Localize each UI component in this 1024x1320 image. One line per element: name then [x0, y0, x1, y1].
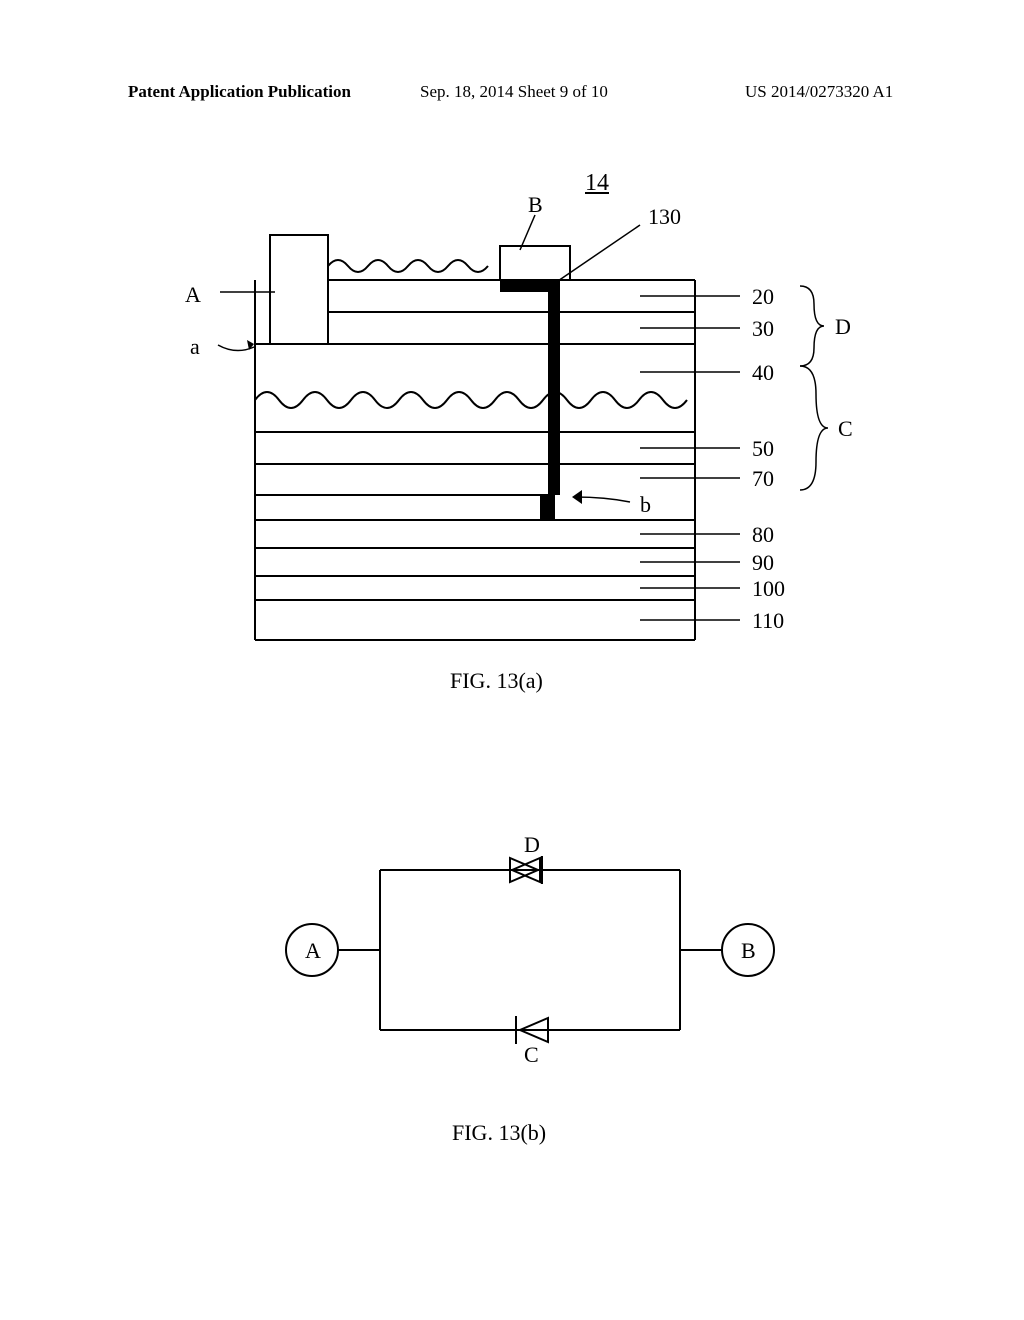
label-130: 130 [648, 204, 681, 230]
label-a: a [190, 334, 200, 360]
label-C: C [838, 416, 853, 442]
label-40: 40 [752, 360, 774, 386]
label-D: D [835, 314, 851, 340]
circuit-label-B: B [741, 938, 756, 964]
figure-13a-caption: FIG. 13(a) [450, 668, 543, 694]
circuit-label-D: D [524, 832, 540, 858]
circuit-label-C: C [524, 1042, 539, 1068]
label-A: A [185, 282, 201, 308]
label-90: 90 [752, 550, 774, 576]
label-80: 80 [752, 522, 774, 548]
label-30: 30 [752, 316, 774, 342]
label-50: 50 [752, 436, 774, 462]
label-100: 100 [752, 576, 785, 602]
label-B: B [528, 192, 543, 218]
figure-13b-caption: FIG. 13(b) [452, 1120, 546, 1146]
circuit-label-A: A [305, 938, 321, 964]
label-70: 70 [752, 466, 774, 492]
label-110: 110 [752, 608, 784, 634]
label-20: 20 [752, 284, 774, 310]
figure-13a-diagram [0, 0, 1024, 720]
label-b: b [640, 492, 651, 518]
